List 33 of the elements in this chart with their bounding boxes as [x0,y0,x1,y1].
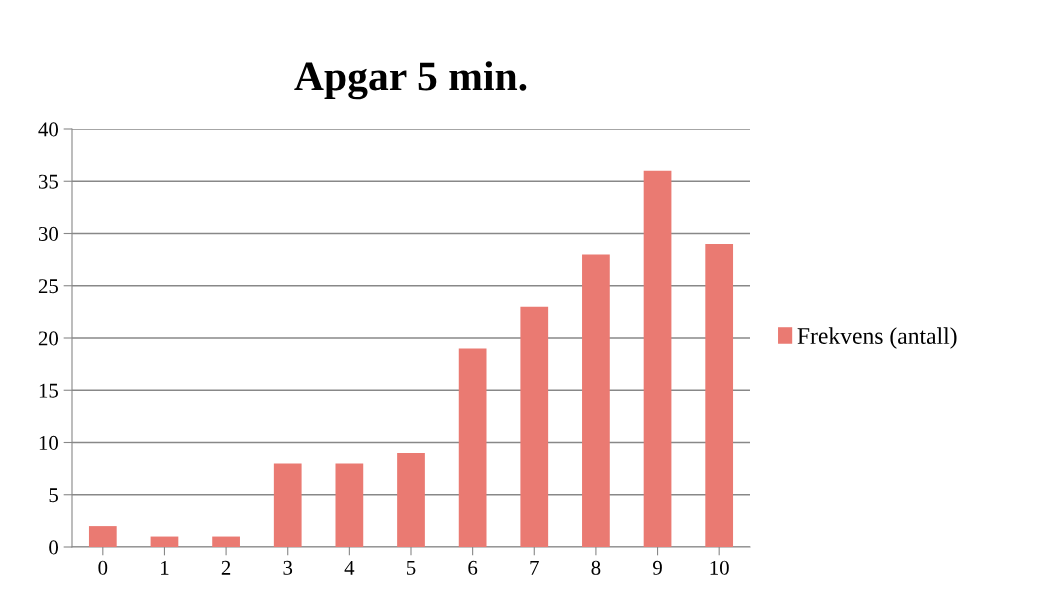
bar [335,463,364,547]
y-tick-label: 20 [38,331,59,346]
x-tick-label: 4 [344,560,355,575]
bar [643,170,672,547]
y-tick-label: 15 [39,383,58,398]
y-tick-label: 30 [38,226,59,241]
chart-title: Apgar 5 min. [294,61,527,100]
x-tick-label: 1 [161,560,169,575]
x-tick-label: 9 [653,560,662,575]
bar [273,463,302,547]
bar [150,536,179,547]
legend-label: Frekvens (antall) [797,327,957,349]
bar [397,452,425,547]
y-tick-label: 10 [39,435,59,450]
y-tick-label: 40 [38,122,59,137]
x-tick-label: 6 [468,560,478,575]
bar [88,526,117,547]
x-tick-label: 2 [221,560,231,575]
y-tick-label: 25 [38,279,58,294]
x-tick-label: 5 [407,561,416,575]
y-tick-label: 5 [49,488,58,503]
x-tick-label: 10 [710,560,729,575]
bar [520,306,549,547]
bar [705,243,734,547]
y-tick-label: 0 [49,540,59,555]
y-tick-label: 35 [38,174,58,189]
x-tick-label: 3 [283,560,293,575]
bar [582,254,610,547]
bar [212,536,240,547]
bar [458,348,487,547]
x-tick-label: 8 [591,560,601,575]
x-tick-label: 7 [530,561,539,575]
x-tick-label: 0 [98,560,108,575]
